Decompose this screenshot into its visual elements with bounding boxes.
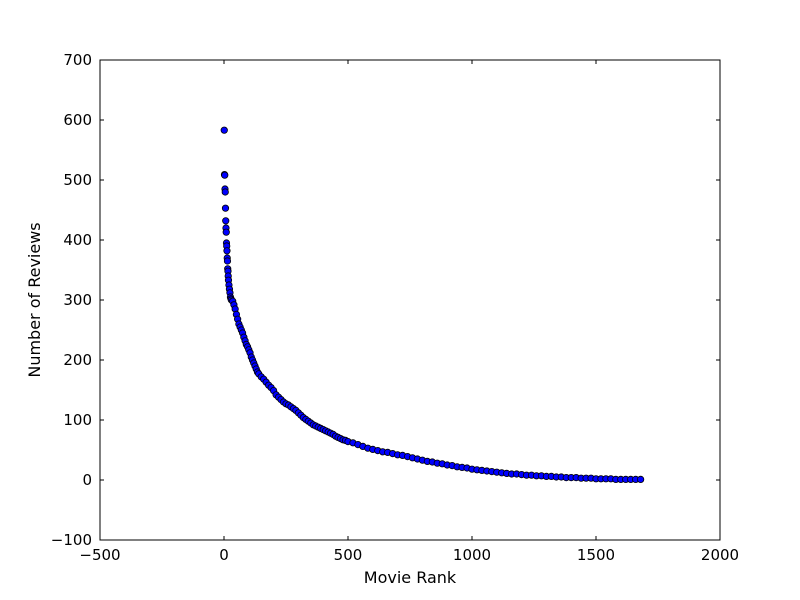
data-point bbox=[222, 228, 230, 236]
x-tick-label: −500 bbox=[79, 546, 120, 564]
data-point bbox=[223, 257, 232, 265]
y-tick-label: 500 bbox=[63, 171, 92, 189]
data-point bbox=[220, 126, 228, 134]
y-tick-label: 700 bbox=[63, 51, 92, 69]
data-point bbox=[223, 247, 231, 255]
y-tick-label: −100 bbox=[51, 531, 92, 549]
axis-ticks: −500 0 500 1000 1500 2000 −100 0 100 200 300 400 500… bbox=[51, 51, 739, 564]
y-tick-label: 400 bbox=[63, 231, 92, 249]
data-points bbox=[220, 126, 645, 483]
data-point bbox=[221, 171, 229, 179]
y-tick-label: 200 bbox=[63, 351, 92, 369]
x-axis-label: Movie Rank bbox=[364, 568, 457, 587]
y-axis-label: Number of Reviews bbox=[25, 222, 44, 377]
y-tick-label: 0 bbox=[82, 471, 92, 489]
data-point bbox=[222, 217, 230, 225]
plot-frame bbox=[99, 59, 721, 541]
data-point bbox=[637, 475, 645, 483]
x-tick-label: 2000 bbox=[701, 546, 739, 564]
x-tick-label: 0 bbox=[219, 546, 229, 564]
x-tick-label: 500 bbox=[334, 546, 363, 564]
x-tick-label: 1500 bbox=[577, 546, 615, 564]
y-tick-label: 600 bbox=[63, 111, 92, 129]
data-point bbox=[221, 204, 230, 212]
y-tick-label: 300 bbox=[63, 291, 92, 309]
data-point bbox=[221, 188, 229, 196]
y-tick-label: 100 bbox=[63, 411, 92, 429]
x-tick-label: 1000 bbox=[453, 546, 491, 564]
